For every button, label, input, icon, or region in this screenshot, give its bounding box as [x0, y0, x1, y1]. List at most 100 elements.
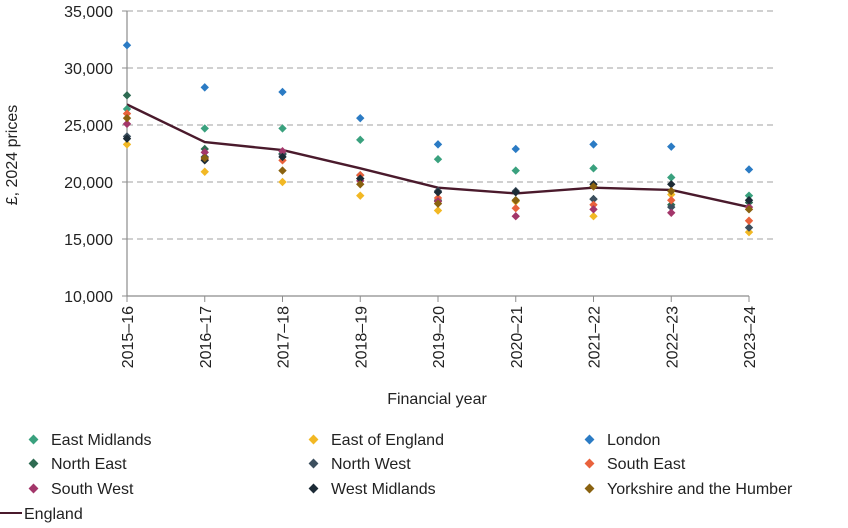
point-east-midlands	[278, 124, 287, 133]
point-london	[200, 83, 209, 92]
legend-label: East Midlands	[51, 432, 152, 449]
y-tick-label: 30,000	[64, 61, 113, 78]
data-points	[122, 41, 754, 237]
point-south-east	[667, 196, 676, 205]
x-tick-label: 2015–16	[120, 306, 137, 368]
legend-swatch-icon	[308, 434, 319, 445]
point-yorkshire-and-the-humber	[356, 180, 365, 189]
point-yorkshire-and-the-humber	[278, 166, 287, 175]
legend-item-london: London	[584, 432, 661, 450]
scatter-chart: 10,000 15,000 20,000 25,000 30,000 35,000 201…	[4, 4, 777, 408]
x-tick-label: 2022–23	[664, 306, 681, 368]
point-north-west	[667, 202, 676, 212]
point-east-of-england	[278, 177, 287, 187]
point-yorkshire-and-the-humber	[433, 199, 443, 208]
point-london	[667, 142, 676, 151]
legend-swatch-icon	[584, 434, 595, 445]
legend-item-east-of-england: East of England	[308, 432, 444, 450]
point-yorkshire-and-the-humber	[589, 182, 598, 191]
point-west-midlands	[278, 152, 287, 162]
point-west-midlands	[667, 180, 676, 189]
axes	[126, 11, 749, 297]
point-south-west	[589, 205, 598, 214]
point-london	[356, 113, 365, 123]
point-south-east	[511, 204, 520, 213]
point-yorkshire-and-the-humber	[744, 205, 754, 214]
gridlines	[127, 10, 777, 240]
point-east-midlands	[589, 164, 598, 173]
point-west-midlands	[433, 188, 443, 197]
point-east-midlands	[511, 166, 520, 175]
point-south-east	[589, 200, 598, 209]
x-tick-label: 2016–17	[198, 306, 215, 368]
point-london	[433, 140, 443, 149]
point-east-of-england	[356, 191, 365, 200]
point-west-midlands	[356, 174, 365, 183]
point-south-east	[122, 109, 132, 118]
legend-line-icon	[0, 512, 22, 514]
legend-label: West Midlands	[331, 481, 436, 498]
point-east-of-england	[744, 227, 754, 237]
x-axis-label: Financial year	[387, 391, 487, 408]
point-west-midlands	[511, 188, 520, 197]
y-tick-label: 10,000	[64, 289, 113, 306]
point-south-west	[200, 148, 209, 157]
x-tick-label: 2020–21	[509, 306, 526, 368]
point-south-west	[122, 119, 132, 129]
point-london	[744, 165, 754, 174]
legend-label: North West	[331, 456, 411, 473]
point-yorkshire-and-the-humber	[667, 186, 676, 196]
point-south-west	[511, 212, 520, 221]
point-south-west	[667, 208, 676, 217]
legend-label: London	[607, 432, 661, 449]
point-north-east	[122, 91, 132, 100]
legend-swatch-icon	[584, 458, 595, 469]
x-tick-label: 2018–19	[353, 306, 370, 368]
point-east-of-england	[433, 206, 443, 215]
legend-swatch-icon	[28, 458, 39, 469]
legend-item-north-west: North West	[308, 456, 411, 474]
y-axis-label: £, 2024 prices	[4, 105, 21, 206]
point-west-midlands	[744, 196, 754, 205]
point-east-of-england	[122, 140, 132, 149]
legend-item-south-west: South West	[28, 481, 133, 499]
point-east-of-england	[589, 212, 598, 221]
x-axis-ticks: 2015–16 2016–17 2017–18 2018–19 2019–20 2020–…	[120, 296, 759, 368]
point-east-midlands	[433, 155, 443, 164]
y-axis-ticks: 10,000 15,000 20,000 25,000 30,000 35,000	[64, 4, 127, 306]
x-tick-label: 2021–22	[587, 306, 604, 368]
point-east-midlands	[122, 104, 132, 114]
legend-swatch-icon	[584, 483, 595, 494]
point-yorkshire-and-the-humber	[200, 153, 209, 163]
legend-item-england: England	[0, 506, 83, 524]
legend-item-yorkshire-and-the-humber: Yorkshire and the Humber	[584, 481, 793, 499]
legend-swatch-icon	[308, 458, 319, 469]
legend: East Midlands East of England London North …	[0, 428, 848, 528]
x-tick-label: 2017–18	[276, 306, 293, 368]
point-yorkshire-and-the-humber	[511, 196, 520, 205]
point-yorkshire-and-the-humber	[122, 113, 132, 123]
legend-item-west-midlands: West Midlands	[308, 481, 436, 499]
legend-item-north-east: North East	[28, 456, 127, 474]
legend-label: East of England	[331, 432, 444, 449]
legend-item-east-midlands: East Midlands	[28, 432, 152, 450]
legend-item-south-east: South East	[584, 456, 686, 474]
point-east-midlands	[667, 173, 676, 182]
point-east-midlands	[200, 124, 209, 133]
legend-label: England	[24, 506, 83, 523]
x-tick-label: 2023–24	[742, 306, 759, 368]
point-east-midlands	[744, 191, 754, 200]
legend-label: South East	[607, 456, 686, 473]
point-east-of-england	[200, 167, 209, 176]
y-tick-label: 15,000	[64, 232, 113, 249]
point-south-east	[744, 216, 754, 225]
legend-swatch-icon	[308, 483, 319, 494]
legend-label: Yorkshire and the Humber	[607, 481, 793, 498]
point-south-west	[278, 147, 287, 156]
legend-label: North East	[51, 456, 127, 473]
x-tick-label: 2019–20	[431, 306, 448, 368]
legend-swatch-icon	[28, 434, 39, 445]
point-west-midlands	[122, 134, 132, 143]
y-tick-label: 35,000	[64, 4, 113, 21]
y-tick-label: 20,000	[64, 175, 113, 192]
